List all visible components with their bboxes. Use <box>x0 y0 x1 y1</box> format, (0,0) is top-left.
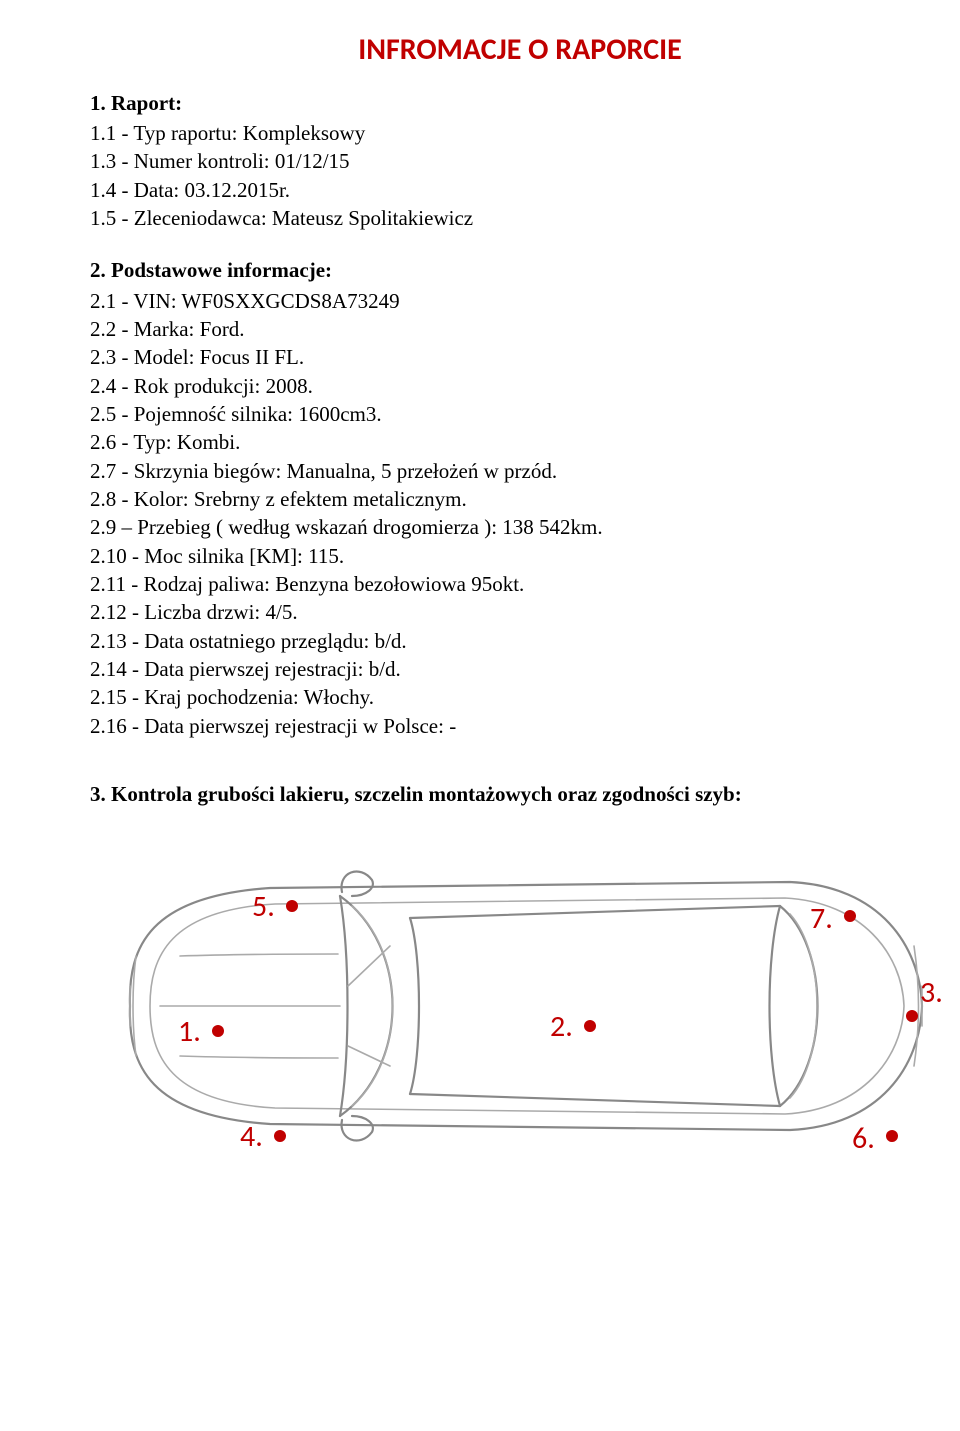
line: 2.12 - Liczba drzwi: 4/5. <box>90 598 870 626</box>
line: 1.1 - Typ raportu: Kompleksowy <box>90 119 870 147</box>
point-label: 3. <box>920 974 943 1011</box>
diagram-point-6: 6. <box>852 1120 898 1157</box>
line: 2.3 - Model: Focus II FL. <box>90 343 870 371</box>
line: 2.10 - Moc silnika [KM]: 115. <box>90 542 870 570</box>
page-title: INFROMACJE O RAPORCIE <box>170 30 870 71</box>
diagram-point-5: 5. <box>252 888 298 925</box>
section-2-head: 2. Podstawowe informacje: <box>90 256 870 284</box>
point-label: 7. <box>810 900 833 937</box>
line: 2.5 - Pojemność silnika: 1600cm3. <box>90 400 870 428</box>
line: 2.11 - Rodzaj paliwa: Benzyna bezołowiow… <box>90 570 870 598</box>
line: 2.16 - Data pierwszej rejestracji w Pols… <box>90 712 870 740</box>
line: 1.3 - Numer kontroli: 01/12/15 <box>90 147 870 175</box>
line: 2.8 - Kolor: Srebrny z efektem metaliczn… <box>90 485 870 513</box>
line: 2.9 – Przebieg ( według wskazań drogomie… <box>90 513 870 541</box>
diagram-point-3: 3. <box>906 974 943 1022</box>
car-diagram: 1. 2. 3. 4. 5. 6. 7. <box>90 836 870 1176</box>
point-label: 4. <box>240 1118 263 1155</box>
point-label: 5. <box>252 888 275 925</box>
line: 2.13 - Data ostatniego przeglądu: b/d. <box>90 627 870 655</box>
diagram-point-2: 2. <box>550 1008 596 1045</box>
point-label: 1. <box>178 1013 201 1050</box>
section-3-head: 3. Kontrola grubości lakieru, szczelin m… <box>90 780 870 808</box>
point-label: 2. <box>550 1008 573 1045</box>
line: 2.7 - Skrzynia biegów: Manualna, 5 przeł… <box>90 457 870 485</box>
line: 2.1 - VIN: WF0SXXGCDS8A73249 <box>90 287 870 315</box>
line: 2.6 - Typ: Kombi. <box>90 428 870 456</box>
line: 2.4 - Rok produkcji: 2008. <box>90 372 870 400</box>
line: 2.2 - Marka: Ford. <box>90 315 870 343</box>
diagram-point-7: 7. <box>810 900 856 937</box>
line: 1.5 - Zleceniodawca: Mateusz Spolitakiew… <box>90 204 870 232</box>
diagram-point-1: 1. <box>178 1013 224 1050</box>
line: 1.4 - Data: 03.12.2015r. <box>90 176 870 204</box>
section-1-head: 1. Raport: <box>90 89 870 117</box>
line: 2.14 - Data pierwszej rejestracji: b/d. <box>90 655 870 683</box>
line: 2.15 - Kraj pochodzenia: Włochy. <box>90 683 870 711</box>
point-label: 6. <box>852 1120 875 1157</box>
